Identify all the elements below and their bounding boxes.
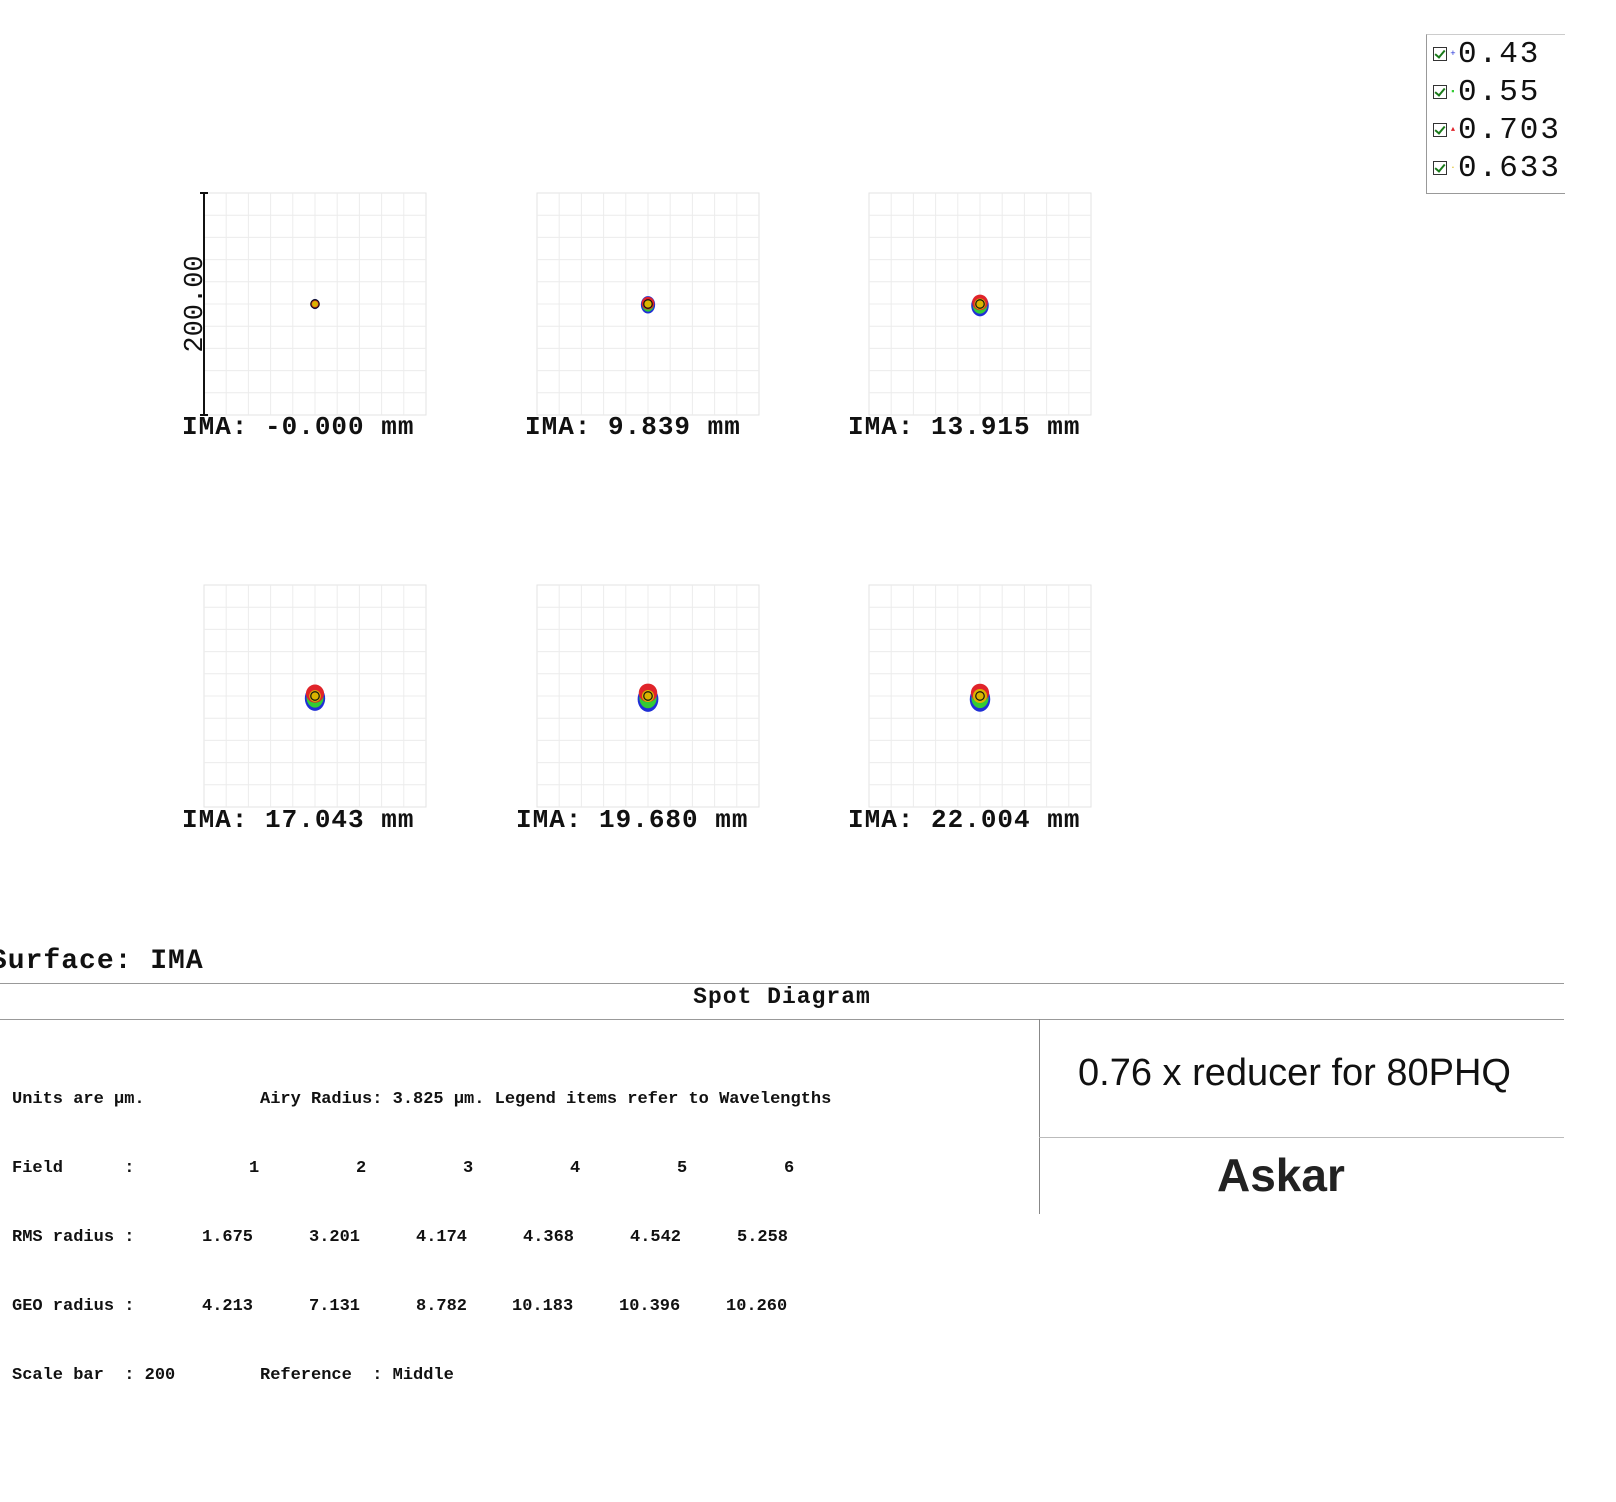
spot-diagram-plot: 200.00 <box>181 192 1092 808</box>
legend-label: 0.55 <box>1458 74 1541 110</box>
airy-circle <box>643 691 653 701</box>
spot-0.633 <box>312 301 318 307</box>
airy-text: Airy Radius: 3.825 µm. Legend items refe… <box>260 1090 832 1109</box>
field-number: 3 <box>463 1159 474 1178</box>
field-label-1: IMA: -0.000 mm <box>182 412 415 442</box>
plus-marker-icon: + <box>1450 49 1456 59</box>
field-number: 5 <box>677 1159 688 1178</box>
info-block: Units are µm. Airy Radius: 3.825 µm. Leg… <box>12 1042 831 1410</box>
reference-text: Reference : Middle <box>260 1366 454 1385</box>
spot-0.633 <box>643 299 653 309</box>
legend-label: 0.703 <box>1458 112 1562 148</box>
rms-value: 3.201 <box>309 1228 361 1247</box>
units-text: Units are µm. <box>12 1090 145 1109</box>
square-marker-icon: ▪ <box>1450 87 1456 97</box>
geo-value: 4.213 <box>202 1297 254 1316</box>
airy-circle <box>975 299 985 309</box>
airy-circle <box>975 691 985 701</box>
geo-value: 10.183 <box>512 1297 574 1316</box>
field-number: 2 <box>356 1159 367 1178</box>
divider <box>1039 1019 1040 1214</box>
checkbox-icon[interactable] <box>1433 85 1447 99</box>
airy-circle <box>310 691 320 701</box>
rms-value: 4.174 <box>416 1228 468 1247</box>
divider <box>0 983 1564 984</box>
rms-row-label: RMS radius : <box>12 1228 135 1247</box>
legend-item-3[interactable]: ▲ 0.703 <box>1433 112 1562 148</box>
divider <box>1039 1137 1564 1138</box>
rms-value: 5.258 <box>737 1228 789 1247</box>
geo-value: 10.396 <box>619 1297 681 1316</box>
field-number: 6 <box>784 1159 795 1178</box>
triangle-marker-icon: ▲ <box>1450 126 1456 134</box>
wavelength-legend: + 0.43 ▪ 0.55 ▲ 0.703 · 0.633 <box>1426 34 1565 194</box>
checkbox-icon[interactable] <box>1433 123 1447 137</box>
field-label-2: IMA: 9.839 mm <box>525 412 741 442</box>
field-label-6: IMA: 22.004 mm <box>848 805 1081 835</box>
field-label-5: IMA: 19.680 mm <box>516 805 749 835</box>
caption-text: 0.76 x reducer for 80PHQ <box>1078 1052 1511 1094</box>
legend-label: 0.633 <box>1458 150 1562 186</box>
field-number: 4 <box>570 1159 581 1178</box>
legend-item-1[interactable]: + 0.43 <box>1433 36 1541 72</box>
diagram-title: Spot Diagram <box>693 984 871 1010</box>
legend-label: 0.43 <box>1458 36 1541 72</box>
rms-value: 4.542 <box>630 1228 682 1247</box>
field-number: 1 <box>249 1159 260 1178</box>
divider <box>0 1019 1564 1020</box>
spot-0.633 <box>972 688 988 704</box>
geo-value: 10.260 <box>726 1297 788 1316</box>
airy-circle <box>643 299 653 309</box>
askar-logo: Askar <box>1217 1149 1345 1201</box>
dot-marker-icon: · <box>1450 163 1456 173</box>
scale-bar-label: 200.00 <box>181 255 211 352</box>
geo-value: 8.782 <box>416 1297 468 1316</box>
legend-item-4[interactable]: · 0.633 <box>1433 150 1562 186</box>
airy-circle <box>310 299 320 309</box>
field-label-4: IMA: 17.043 mm <box>182 805 415 835</box>
rms-value: 4.368 <box>523 1228 575 1247</box>
geo-row-label: GEO radius : <box>12 1297 135 1316</box>
rms-value: 1.675 <box>202 1228 254 1247</box>
checkbox-icon[interactable] <box>1433 47 1447 61</box>
field-label-3: IMA: 13.915 mm <box>848 412 1081 442</box>
geo-value: 7.131 <box>309 1297 361 1316</box>
scale-text: Scale bar : 200 <box>12 1366 176 1385</box>
field-row-label: Field : <box>12 1159 135 1178</box>
legend-item-2[interactable]: ▪ 0.55 <box>1433 74 1541 110</box>
surface-label: Surface: IMA <box>0 946 204 977</box>
checkbox-icon[interactable] <box>1433 161 1447 175</box>
